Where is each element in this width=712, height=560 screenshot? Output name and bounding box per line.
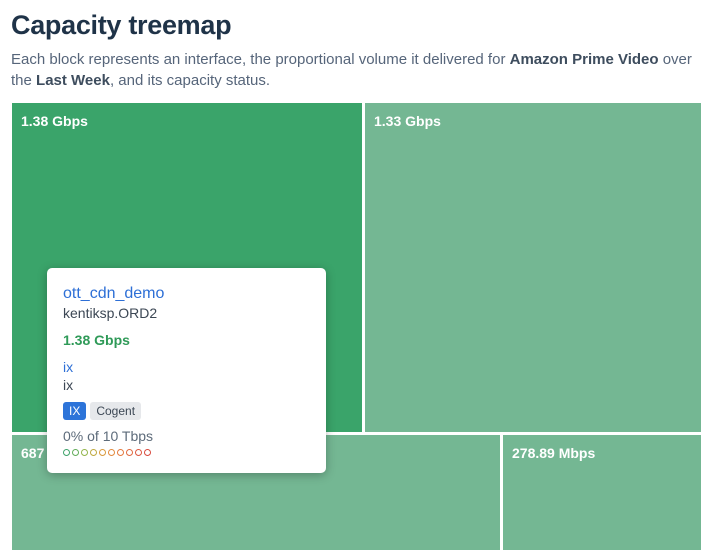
connectivity-type: ix xyxy=(63,377,74,393)
tag-list: IX Cogent xyxy=(63,402,310,420)
block-volume-label: 1.33 Gbps xyxy=(374,113,441,129)
description-text: Each block represents an interface, the … xyxy=(11,51,510,68)
block-volume-label: 1.38 Gbps xyxy=(21,113,88,129)
utilization-dot xyxy=(81,449,88,456)
utilization-dot xyxy=(108,449,115,456)
utilization-meter xyxy=(63,449,310,456)
utilization-dot xyxy=(63,449,70,456)
description-text: , and its capacity status. xyxy=(109,72,271,89)
provider-badge: Cogent xyxy=(90,402,142,420)
description-text: over the xyxy=(11,51,692,89)
network-type-badge: IX xyxy=(63,402,87,420)
page-description: Each block represents an interface, the … xyxy=(11,49,701,91)
page-title: Capacity treemap xyxy=(11,10,232,40)
connectivity-link[interactable]: ix xyxy=(63,359,74,375)
utilization-dot xyxy=(72,449,79,456)
interface-tooltip: ott_cdn_demo kentiksp.ORD2 1.38 Gbps ix … xyxy=(47,268,326,473)
interface-name-link[interactable]: ott_cdn_demo xyxy=(63,285,165,302)
utilization-text: 0% of 10 Tbps xyxy=(63,428,154,444)
time-period: Last Week xyxy=(36,72,110,89)
traffic-rate: 1.38 Gbps xyxy=(63,332,130,348)
service-name: Amazon Prime Video xyxy=(509,51,659,68)
device-name: kentiksp.ORD2 xyxy=(63,305,158,321)
block-volume-label: 687 xyxy=(21,445,45,461)
treemap-block[interactable]: 278.89 Mbps xyxy=(503,435,701,550)
utilization-dot xyxy=(90,449,97,456)
utilization-dot xyxy=(144,449,151,456)
utilization-dot xyxy=(117,449,124,456)
treemap-block[interactable]: 1.33 Gbps xyxy=(365,103,701,432)
utilization-dot xyxy=(126,449,133,456)
utilization-dot xyxy=(99,449,106,456)
block-volume-label: 278.89 Mbps xyxy=(512,445,596,461)
utilization-dot xyxy=(135,449,142,456)
